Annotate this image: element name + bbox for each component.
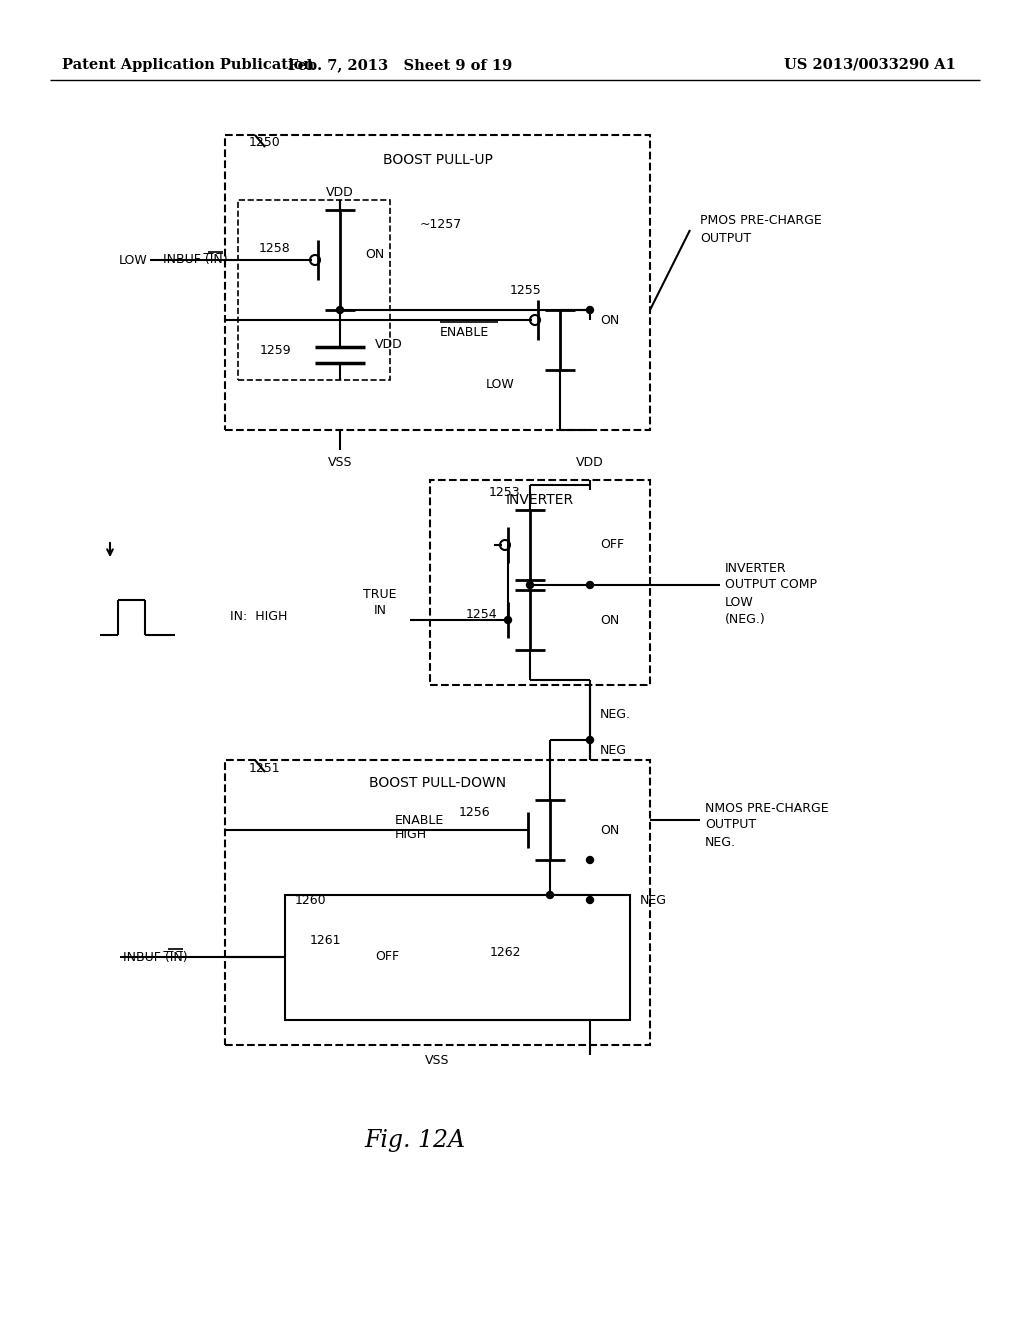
Text: 1258: 1258 (259, 242, 291, 255)
Text: BOOST PULL-DOWN: BOOST PULL-DOWN (369, 776, 506, 789)
Text: 1253: 1253 (488, 486, 520, 499)
Circle shape (526, 582, 534, 589)
Text: Feb. 7, 2013   Sheet 9 of 19: Feb. 7, 2013 Sheet 9 of 19 (288, 58, 512, 73)
Text: VDD: VDD (375, 338, 402, 351)
Text: OUTPUT: OUTPUT (705, 818, 756, 832)
Text: NEG.: NEG. (600, 709, 631, 722)
Text: Fig. 12A: Fig. 12A (365, 1129, 466, 1151)
Text: NEG: NEG (640, 894, 667, 907)
Circle shape (587, 857, 594, 863)
Text: LOW: LOW (485, 379, 514, 392)
Text: IN: IN (374, 603, 386, 616)
Bar (225, 760, 650, 1045)
Text: LOW: LOW (119, 253, 147, 267)
Circle shape (505, 616, 512, 623)
Text: INBUF (̅I̅N̅): INBUF (̅I̅N̅) (163, 253, 227, 267)
Text: 1262: 1262 (490, 945, 521, 958)
Text: ON: ON (600, 614, 620, 627)
Text: IN:  HIGH: IN: HIGH (230, 610, 288, 623)
Text: 1259: 1259 (259, 343, 291, 356)
Text: (NEG.): (NEG.) (725, 612, 766, 626)
Text: ENABLE: ENABLE (440, 326, 489, 338)
Text: HIGH: HIGH (395, 829, 427, 842)
Bar (225, 135, 650, 430)
Text: NMOS PRE-CHARGE: NMOS PRE-CHARGE (705, 801, 828, 814)
Text: OFF: OFF (375, 950, 399, 964)
Circle shape (587, 737, 594, 743)
Text: ~1257: ~1257 (420, 219, 462, 231)
Text: VSS: VSS (328, 457, 352, 470)
Text: 1251: 1251 (249, 762, 281, 775)
Bar (430, 480, 650, 685)
Text: INVERTER: INVERTER (506, 492, 574, 507)
Circle shape (547, 891, 554, 899)
Text: NEG.: NEG. (705, 836, 736, 849)
Text: ON: ON (600, 824, 620, 837)
Text: VSS: VSS (425, 1053, 450, 1067)
Text: 1261: 1261 (310, 933, 341, 946)
Circle shape (587, 582, 594, 589)
Bar (238, 201, 390, 380)
Text: 1260: 1260 (295, 894, 327, 907)
Circle shape (587, 306, 594, 314)
Text: ON: ON (600, 314, 620, 326)
Bar (285, 895, 630, 1020)
Circle shape (337, 306, 343, 314)
Text: OFF: OFF (600, 539, 624, 552)
Text: US 2013/0033290 A1: US 2013/0033290 A1 (784, 58, 956, 73)
Text: 1255: 1255 (510, 284, 542, 297)
Text: INBUF (̅I̅N̅): INBUF (̅I̅N̅) (123, 950, 187, 964)
Text: OUTPUT COMP: OUTPUT COMP (725, 578, 817, 591)
Text: VDD: VDD (577, 457, 604, 470)
Text: Patent Application Publication: Patent Application Publication (62, 58, 314, 73)
Text: BOOST PULL-UP: BOOST PULL-UP (383, 153, 493, 168)
Circle shape (587, 896, 594, 903)
Text: 1254: 1254 (465, 609, 497, 622)
Text: NEG: NEG (600, 743, 627, 756)
Text: VDD: VDD (326, 186, 354, 198)
Text: TRUE: TRUE (364, 589, 396, 602)
Text: 1256: 1256 (459, 805, 490, 818)
Text: 1250: 1250 (249, 136, 281, 149)
Text: ENABLE: ENABLE (395, 813, 444, 826)
Text: LOW: LOW (725, 595, 754, 609)
Text: PMOS PRE-CHARGE: PMOS PRE-CHARGE (700, 214, 821, 227)
Text: OUTPUT: OUTPUT (700, 231, 752, 244)
Text: ON: ON (365, 248, 384, 261)
Text: INVERTER: INVERTER (725, 561, 786, 574)
